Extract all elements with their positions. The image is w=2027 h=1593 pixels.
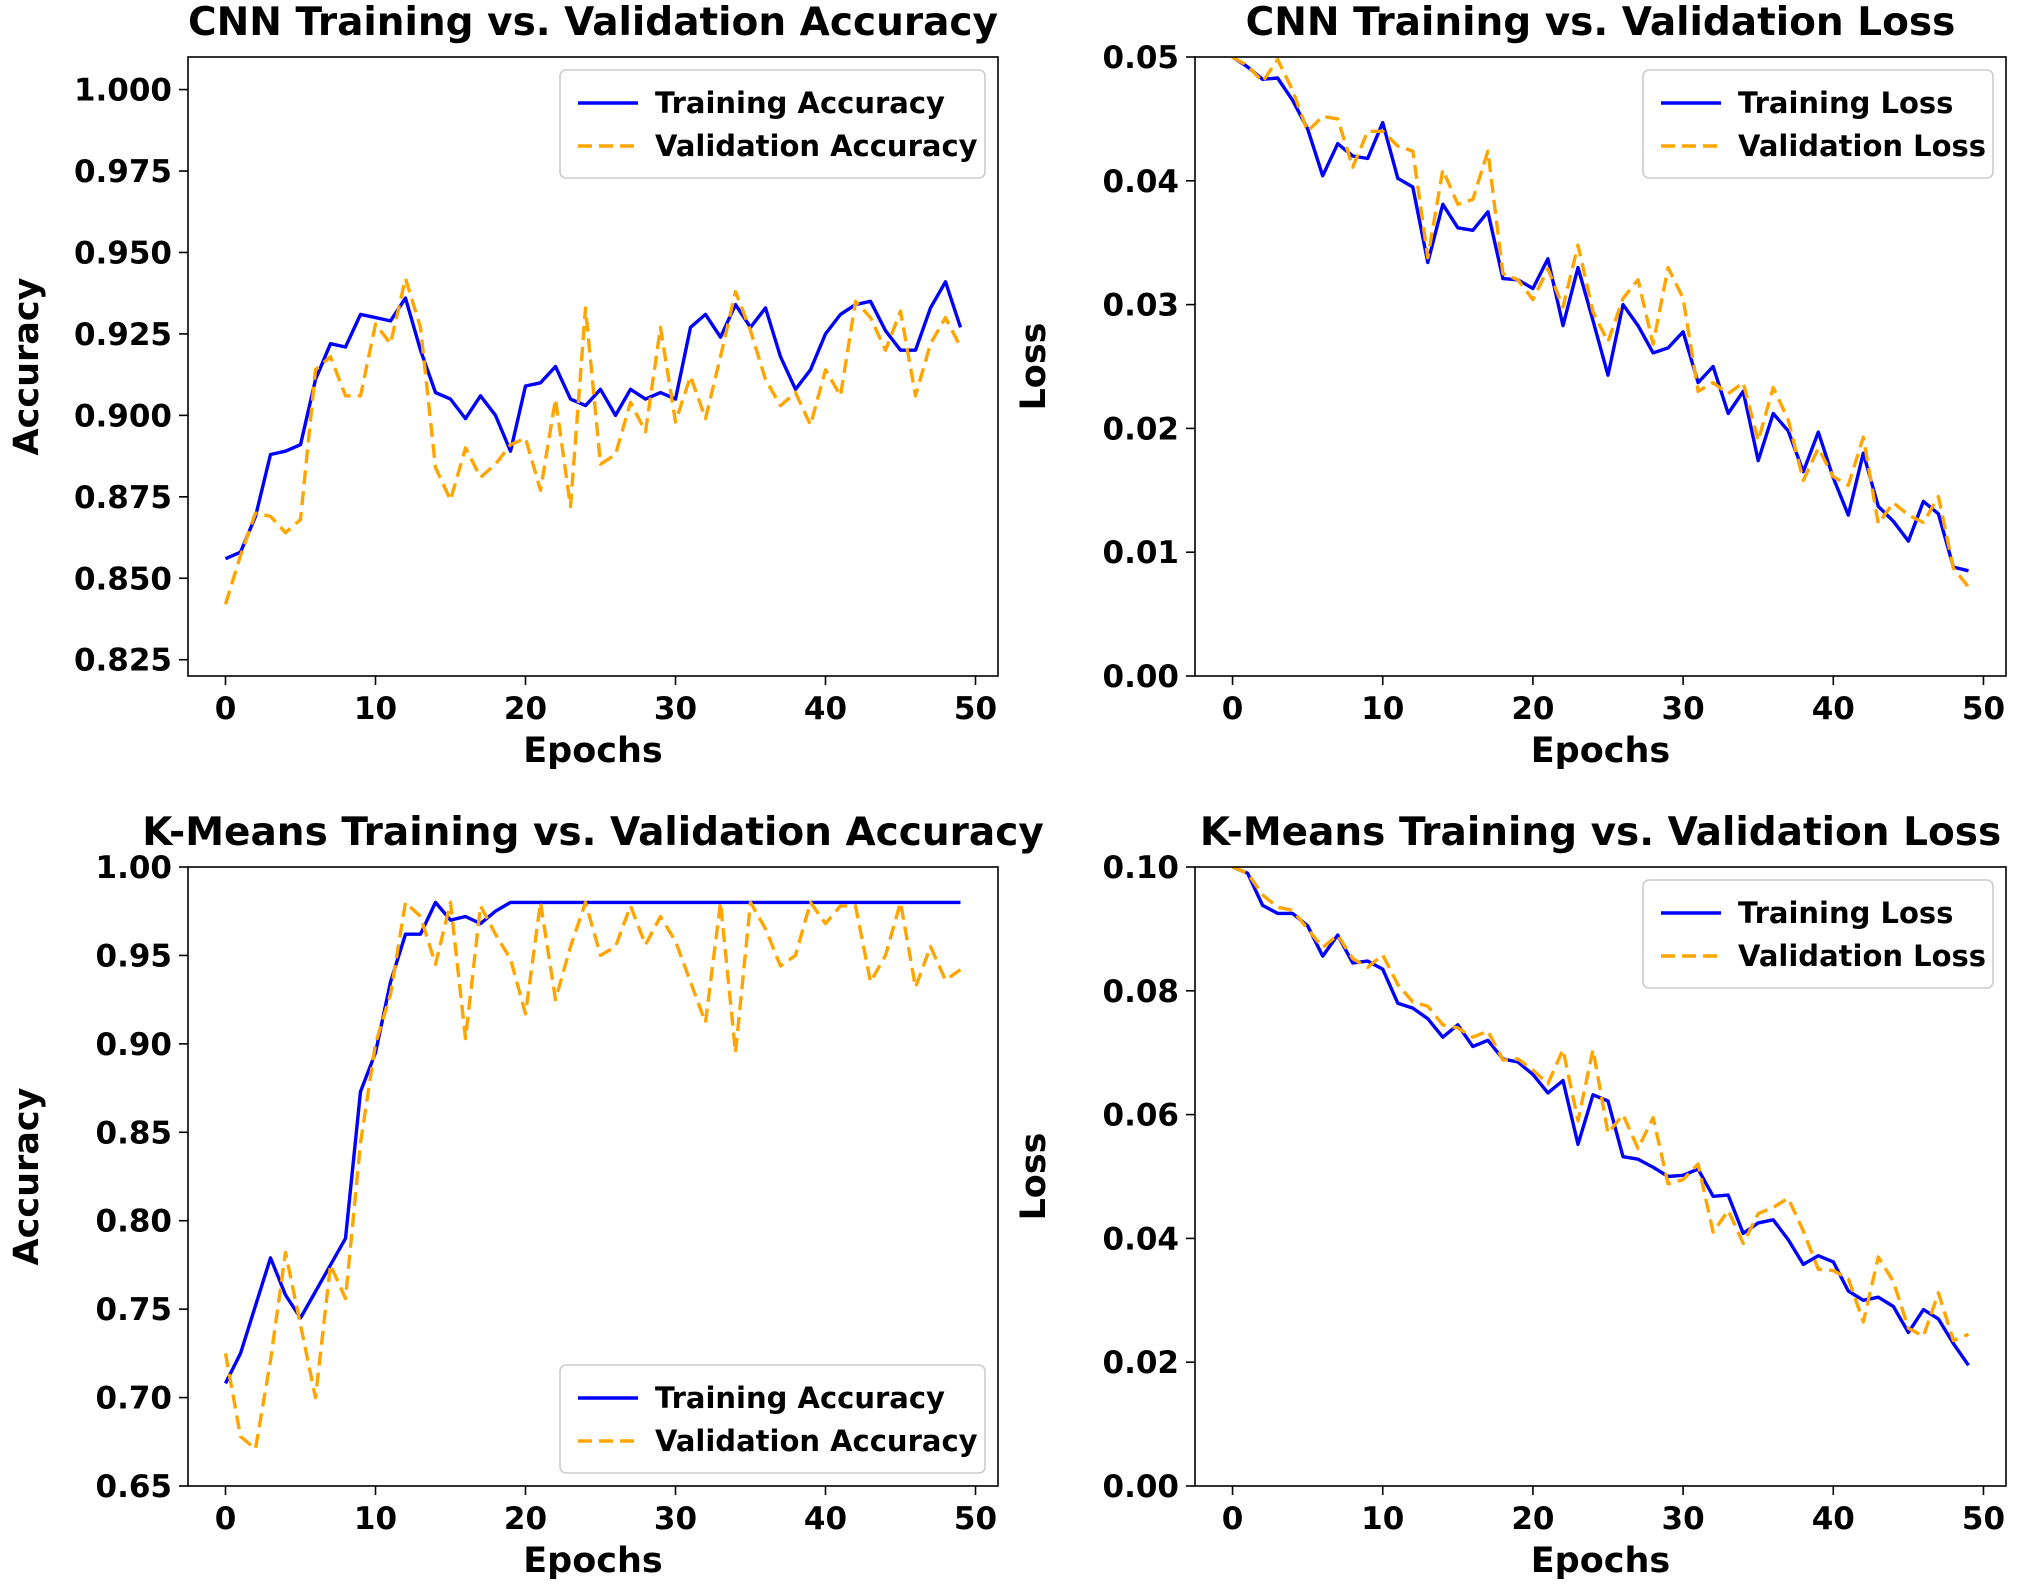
x-tick-label: 30 — [654, 1501, 697, 1537]
x-tick-label: 30 — [1662, 1501, 1705, 1537]
x-tick-label: 50 — [1962, 691, 2005, 727]
plot-frame — [1194, 866, 2007, 1487]
y-tick-label: 0.75 — [96, 1292, 173, 1328]
legend: Training Loss Validation Loss — [1642, 879, 1994, 989]
x-tick-label: 50 — [954, 1501, 997, 1537]
legend-label: Validation Accuracy — [655, 129, 978, 163]
validation-loss-line — [1231, 57, 1970, 588]
legend: Training Accuracy Validation Accuracy — [559, 69, 986, 179]
y-tick-label: 0.875 — [74, 480, 172, 516]
y-axis-label: Loss — [1014, 322, 1054, 410]
y-tick-label: 0.02 — [1103, 1345, 1180, 1381]
x-tick-label: 50 — [954, 691, 997, 727]
y-tick-label: 0.01 — [1103, 535, 1180, 571]
x-tick-label: 10 — [1361, 691, 1404, 727]
y-tick-label: 0.850 — [74, 561, 172, 597]
x-tick-label: 50 — [1962, 1501, 2005, 1537]
chart-title: CNN Training vs. Validation Loss — [1246, 0, 1956, 45]
validation-loss-line — [1231, 867, 1970, 1343]
plot-frame — [1194, 56, 2007, 677]
y-tick-label: 0.950 — [74, 235, 172, 271]
legend-label: Validation Loss — [1738, 939, 1986, 973]
legend-label: Training Accuracy — [655, 86, 945, 120]
x-axis-label: Epochs — [1531, 731, 1671, 771]
y-tick-label: 0.02 — [1103, 411, 1180, 447]
y-tick-label: 0.10 — [1103, 850, 1180, 886]
y-tick-label: 0.90 — [96, 1027, 173, 1063]
validation-accuracy-line — [223, 900, 962, 1451]
y-tick-label: 1.00 — [96, 850, 173, 886]
legend-label: Training Loss — [1738, 896, 1953, 930]
y-tick-label: 0.900 — [74, 398, 172, 434]
subplot-1: CNN Training vs. Validation Accuracy 0 10 2… — [7, 0, 999, 771]
legend-box — [1642, 69, 1994, 179]
training-loss-line — [1231, 57, 1969, 573]
plot-frame — [187, 866, 999, 1487]
y-tick-label: 0.80 — [96, 1204, 173, 1240]
plot-frame — [187, 56, 999, 677]
x-tick-label: 0 — [1222, 691, 1244, 727]
x-tick-label: 40 — [1812, 691, 1855, 727]
subplot-2: CNN Training vs. Validation Loss 0 10 20 30 4… — [1014, 0, 2007, 771]
x-tick-label: 20 — [504, 691, 547, 727]
validation-accuracy-line — [223, 276, 963, 605]
training-accuracy-line — [224, 280, 963, 561]
x-tick-label: 0 — [1222, 1501, 1244, 1537]
y-axis-label: Loss — [1014, 1132, 1054, 1220]
chart-title: CNN Training vs. Validation Accuracy — [188, 0, 998, 45]
x-tick-label: 0 — [215, 691, 237, 727]
y-tick-label: 0.975 — [74, 154, 172, 190]
x-tick-label: 40 — [804, 1501, 847, 1537]
x-axis-label: Epochs — [1531, 1541, 1671, 1581]
legend-box — [559, 1364, 986, 1474]
legend-label: Training Accuracy — [655, 1381, 945, 1415]
x-axis-label: Epochs — [523, 731, 663, 771]
legend: Training Accuracy Validation Accuracy — [559, 1364, 986, 1474]
y-tick-label: 0.825 — [74, 643, 172, 679]
legend-label: Validation Accuracy — [655, 1424, 978, 1458]
y-tick-label: 0.925 — [74, 317, 172, 353]
y-axis-label: Accuracy — [7, 1087, 47, 1265]
subplot-4: K-Means Training vs. Validation Loss 0 10 2… — [1014, 810, 2007, 1581]
x-tick-label: 10 — [1361, 1501, 1404, 1537]
x-tick-label: 0 — [215, 1501, 237, 1537]
y-tick-label: 0.85 — [96, 1115, 173, 1151]
x-tick-label: 20 — [1511, 691, 1554, 727]
y-tick-label: 0.95 — [96, 938, 173, 974]
legend-label: Training Loss — [1738, 86, 1953, 120]
y-tick-label: 1.000 — [74, 73, 172, 109]
y-tick-label: 0.05 — [1103, 40, 1180, 76]
x-tick-label: 30 — [1662, 691, 1705, 727]
x-axis-label: Epochs — [523, 1541, 663, 1581]
chart-title: K-Means Training vs. Validation Accuracy — [142, 810, 1044, 855]
y-tick-label: 0.03 — [1103, 288, 1180, 324]
x-tick-label: 10 — [354, 1501, 397, 1537]
legend: Training Loss Validation Loss — [1642, 69, 1994, 179]
x-tick-label: 40 — [804, 691, 847, 727]
y-tick-label: 0.04 — [1103, 1221, 1180, 1257]
legend-box — [559, 69, 986, 179]
y-tick-label: 0.70 — [96, 1381, 173, 1417]
y-tick-label: 0.00 — [1103, 659, 1180, 695]
subplot-3: K-Means Training vs. Validation Accuracy… — [7, 810, 1044, 1581]
x-tick-label: 40 — [1812, 1501, 1855, 1537]
y-axis-label: Accuracy — [7, 277, 47, 455]
y-tick-label: 0.06 — [1103, 1098, 1180, 1134]
y-tick-label: 0.08 — [1103, 974, 1180, 1010]
x-tick-label: 20 — [1511, 1501, 1554, 1537]
chart-title: K-Means Training vs. Validation Loss — [1200, 810, 2001, 855]
training-accuracy-line — [223, 900, 961, 1385]
y-tick-label: 0.65 — [96, 1469, 173, 1505]
x-tick-label: 10 — [354, 691, 397, 727]
y-tick-label: 0.00 — [1103, 1469, 1180, 1505]
legend-box — [1642, 879, 1994, 989]
legend-label: Validation Loss — [1738, 129, 1986, 163]
x-tick-label: 20 — [504, 1501, 547, 1537]
y-tick-label: 0.04 — [1103, 164, 1180, 200]
x-tick-label: 30 — [654, 691, 697, 727]
